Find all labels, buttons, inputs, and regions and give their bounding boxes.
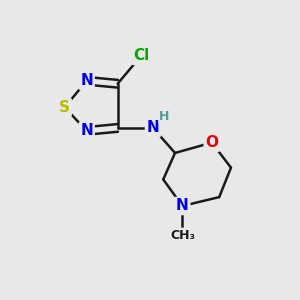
Text: CH₃: CH₃ — [170, 229, 195, 242]
Text: Cl: Cl — [133, 48, 149, 63]
Text: H: H — [159, 110, 169, 123]
Text: S: S — [59, 100, 70, 115]
Text: N: N — [176, 198, 189, 213]
Text: O: O — [205, 135, 218, 150]
Text: N: N — [147, 120, 159, 135]
Text: N: N — [80, 123, 93, 138]
Text: N: N — [80, 73, 93, 88]
